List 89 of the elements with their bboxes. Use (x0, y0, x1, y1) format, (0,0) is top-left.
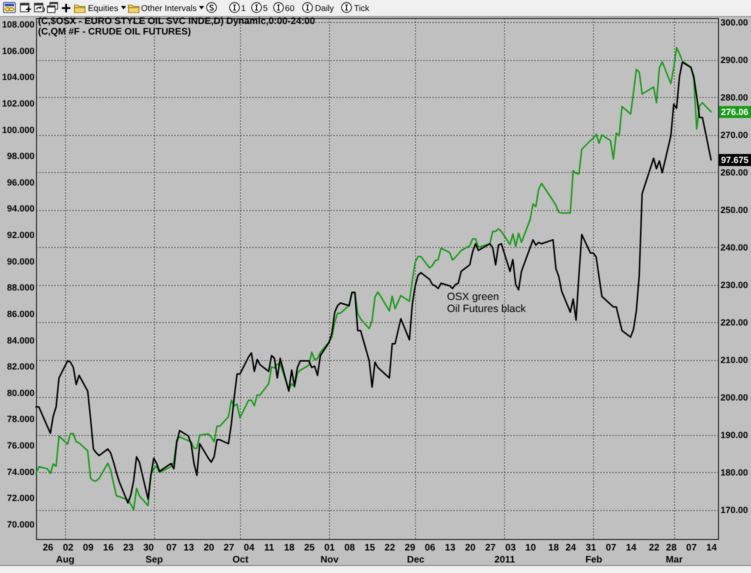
annotation: Oil Futures black (447, 303, 527, 315)
text: Daily (315, 3, 334, 13)
x-tick-label: 13 (444, 542, 456, 554)
y2-tick-label: 290.00 (720, 55, 748, 66)
y2-tick-label: 240.00 (720, 242, 748, 253)
y2-tick-label: 260.00 (720, 168, 748, 178)
y2-tick-label: 250.00 (720, 205, 748, 216)
x2-tick-label: Dec (406, 554, 424, 566)
y-tick-label: 86.000 (6, 308, 34, 319)
y-tick-label: 90.000 (6, 256, 34, 266)
text: 5 (263, 3, 268, 13)
x-tick-label: 07 (606, 542, 616, 554)
data-label: 97.675 (719, 154, 751, 166)
y2-tick-label: 210.00 (720, 355, 748, 366)
x-tick-label: 14 (626, 542, 638, 554)
x-tick-label: 11 (264, 542, 275, 554)
y2-tick-label: 300.00 (720, 18, 748, 28)
data-label: 276.06 (719, 106, 751, 118)
y2-tick-label: 180.00 (720, 468, 748, 478)
x-tick-label: 22 (384, 542, 396, 554)
x-tick-label: 15 (364, 542, 376, 554)
x-tick-label: 13 (183, 542, 194, 554)
x-tick-label: 02 (62, 542, 74, 554)
x-tick-label: 27 (485, 542, 496, 554)
x-tick-label: 29 (404, 542, 416, 554)
y2-tick-label: 230.00 (720, 280, 748, 290)
y-tick-label: 92.000 (6, 230, 34, 240)
text: (C,QM #F - CRUDE OIL FUTURES) (38, 26, 191, 38)
chart-title: (C,$OSX - EURO STYLE OIL SVC INDE,D) Dynamic,0:00-24:00 (38, 16, 315, 27)
x-tick-label: 16 (103, 542, 114, 554)
x-tick-label: 30 (143, 542, 154, 554)
y-tick-label: 108.000 (2, 20, 34, 30)
text: 60 (285, 3, 294, 13)
y-tick-label: 74.000 (6, 466, 34, 477)
annotation: OSX green (447, 291, 500, 303)
text: Other Intervals (141, 3, 197, 13)
x-tick-label: 04 (244, 542, 256, 554)
y2-tick-label: 190.00 (720, 430, 748, 440)
x2-tick-label: Feb (585, 554, 602, 566)
x-tick-label: 20 (464, 542, 476, 554)
y-tick-label: 70.000 (6, 520, 34, 530)
y-tick-label: 72.000 (6, 493, 34, 504)
x2-tick-label: Mar (666, 554, 683, 566)
y-tick-label: 82.000 (6, 362, 34, 372)
y-tick-label: 98.000 (6, 151, 34, 162)
text: 1 (241, 3, 246, 13)
text: Tick (354, 3, 370, 13)
y-tick-label: 94.000 (6, 204, 34, 214)
x-tick-label: 23 (123, 542, 134, 554)
x2-tick-label: Oct (232, 554, 250, 566)
y2-tick-label: 170.00 (720, 505, 748, 516)
y-tick-label: 80.000 (6, 388, 34, 398)
x-tick-label: 10 (525, 542, 536, 554)
x-tick-label: 01 (324, 542, 336, 554)
y-tick-label: 84.000 (6, 335, 34, 346)
y-tick-label: 104.000 (2, 72, 34, 82)
x-tick-label: 07 (686, 542, 697, 554)
x-tick-label: 31 (586, 542, 597, 554)
x2-tick-label: Sep (146, 554, 164, 566)
y-tick-label: 88.000 (6, 282, 34, 293)
x-tick-label: 20 (204, 542, 214, 554)
y2-tick-label: 270.00 (720, 130, 748, 140)
text: Equities (88, 3, 118, 13)
x-tick-label: 07 (166, 542, 177, 554)
x-tick-label: 18 (284, 542, 295, 554)
x-tick-label: 28 (666, 542, 677, 554)
x-tick-label: 27 (224, 542, 234, 554)
x-tick-label: 06 (424, 542, 436, 554)
x-tick-label: 03 (505, 542, 516, 554)
x-tick-label: 24 (566, 542, 577, 554)
y2-tick-label: 280.00 (720, 92, 748, 103)
x2-tick-label: 2011 (494, 554, 516, 566)
x-tick-label: 18 (548, 542, 559, 554)
y-tick-label: 106.000 (2, 46, 34, 56)
x-tick-label: 22 (648, 542, 660, 554)
x-tick-label: 08 (344, 542, 355, 554)
y-tick-label: 78.000 (6, 414, 34, 424)
x-tick-label: 26 (42, 542, 54, 554)
y2-tick-label: 200.00 (720, 392, 748, 403)
x2-tick-label: Aug (56, 554, 75, 566)
x-tick-label: 09 (82, 542, 94, 554)
y2-tick-label: 220.00 (720, 318, 748, 328)
x2-tick-label: Nov (320, 554, 340, 566)
y-tick-label: 76.000 (6, 440, 34, 451)
x-tick-label: 25 (304, 542, 316, 554)
y-tick-label: 100.000 (2, 124, 34, 135)
x-tick-label: 14 (706, 542, 718, 554)
y-tick-label: 102.000 (2, 98, 34, 108)
y-tick-label: 96.000 (6, 177, 34, 188)
